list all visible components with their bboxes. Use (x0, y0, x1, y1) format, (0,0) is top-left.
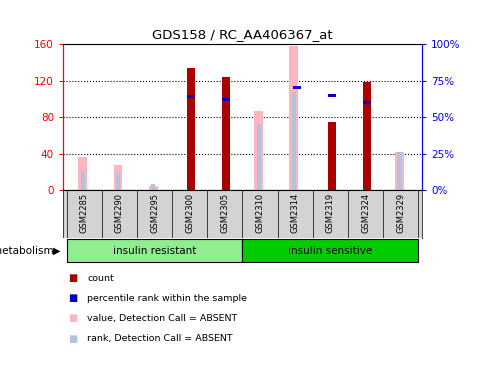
Text: GSM2290: GSM2290 (115, 193, 123, 233)
Bar (289, 46, 298, 190)
Text: value, Detection Call = ABSENT: value, Detection Call = ABSENT (87, 314, 237, 323)
Bar (254, 111, 262, 190)
Text: percentile rank within the sample: percentile rank within the sample (87, 294, 247, 303)
Bar (187, 95, 195, 98)
Text: insulin sensitive: insulin sensitive (288, 246, 372, 256)
Title: GDS158 / RC_AA406367_at: GDS158 / RC_AA406367_at (152, 28, 332, 41)
Bar (80, 171, 85, 190)
Bar (116, 173, 120, 190)
Text: ■: ■ (68, 313, 77, 324)
Text: metabolism: metabolism (0, 246, 53, 256)
Bar (113, 165, 122, 190)
Text: GSM2314: GSM2314 (290, 193, 299, 233)
Bar (291, 92, 295, 190)
Text: GSM2329: GSM2329 (395, 193, 405, 233)
Text: GSM2310: GSM2310 (255, 193, 264, 233)
Bar (66, 239, 242, 262)
Text: GSM2319: GSM2319 (325, 193, 334, 233)
Bar (242, 239, 418, 262)
Text: ■: ■ (68, 293, 77, 303)
Text: insulin resistant: insulin resistant (113, 246, 196, 256)
Bar (256, 124, 260, 190)
Text: GSM2285: GSM2285 (79, 193, 89, 233)
Text: GSM2295: GSM2295 (150, 193, 159, 233)
Bar (222, 77, 230, 190)
Bar (327, 122, 335, 190)
Bar (292, 86, 300, 89)
Bar (363, 101, 370, 104)
Text: GSM2300: GSM2300 (185, 193, 194, 233)
Text: count: count (87, 274, 114, 283)
Text: ■: ■ (68, 333, 77, 344)
Bar (187, 68, 195, 190)
Bar (151, 184, 155, 190)
Bar (394, 152, 403, 190)
Text: ■: ■ (68, 273, 77, 283)
Bar (222, 98, 230, 101)
Text: GSM2305: GSM2305 (220, 193, 229, 233)
Bar (149, 186, 157, 190)
Bar (327, 94, 335, 97)
Text: GSM2324: GSM2324 (361, 193, 369, 233)
Text: ▶: ▶ (53, 246, 60, 256)
Bar (363, 82, 370, 190)
Bar (78, 157, 87, 190)
Bar (396, 152, 401, 190)
Text: rank, Detection Call = ABSENT: rank, Detection Call = ABSENT (87, 334, 232, 343)
